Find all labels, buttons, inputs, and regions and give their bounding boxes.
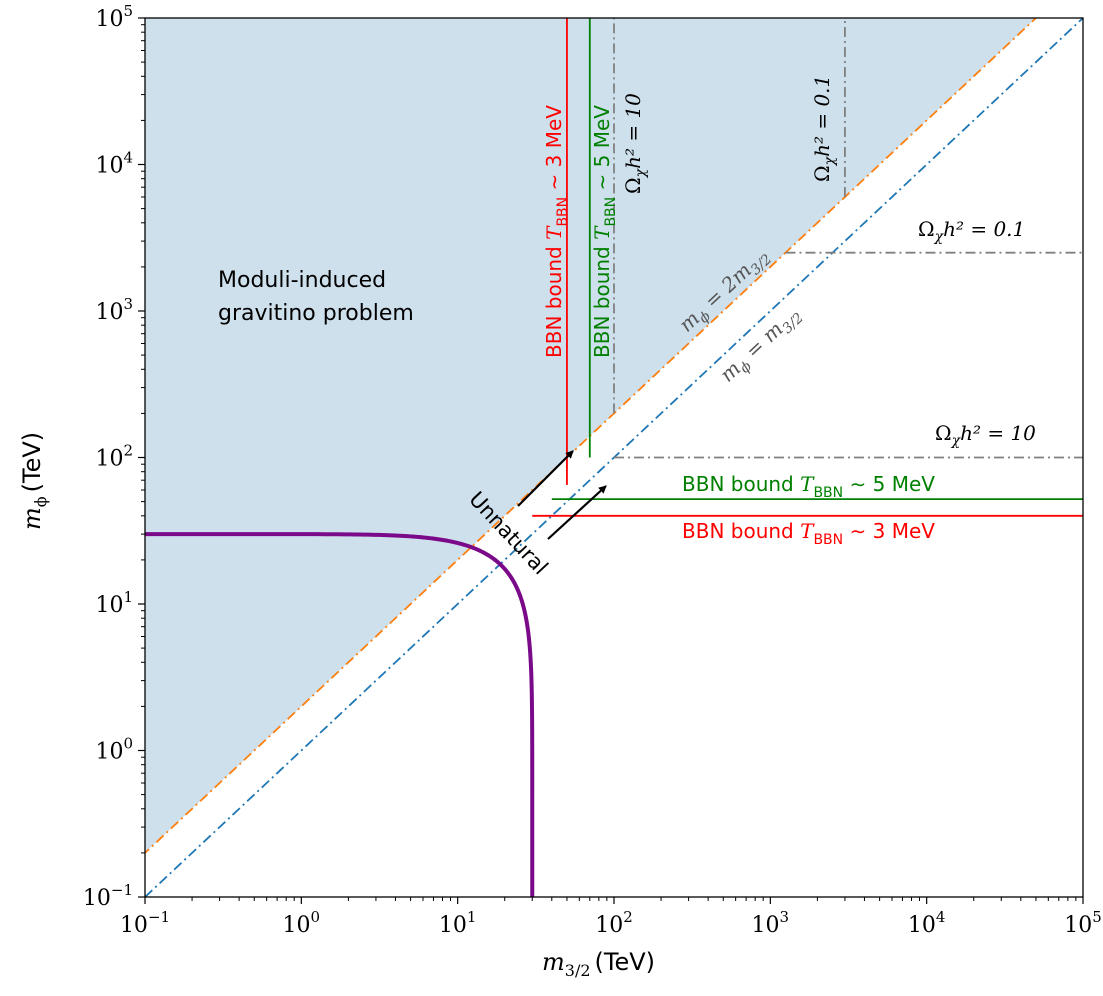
bbn-5-vertical-label: BBN bound TBBN ∼ 5 MeV xyxy=(590,105,619,358)
y-tick-label: 103 xyxy=(95,295,133,325)
x-tick-label: 102 xyxy=(595,908,633,938)
x-tick-label: 104 xyxy=(908,908,946,938)
plot-area xyxy=(145,18,1083,897)
bbn-3-vertical-label: BBN bound TBBN ∼ 3 MeV xyxy=(542,105,571,358)
y-tick-label: 102 xyxy=(95,442,133,472)
bbn-3-horizontal-label: BBN bound TBBN ∼ 3 MeV xyxy=(682,519,935,548)
mphi-m32-label: mϕ = m3/2 xyxy=(715,301,807,389)
y-tick-label: 101 xyxy=(95,588,133,618)
region-label-line1: Moduli-induced xyxy=(218,268,386,293)
x-tick-label: 10−1 xyxy=(120,908,170,938)
omega-10-horizontal-label: Ωχh² = 10 xyxy=(935,421,1036,449)
region-label-line2: gravitino problem xyxy=(218,301,414,326)
x-tick-label: 100 xyxy=(283,908,321,938)
y-tick-label: 100 xyxy=(95,735,133,765)
omega-01-horizontal-label: Ωχh² = 0.1 xyxy=(918,217,1025,245)
omega-10-vertical-label: Ωχh² = 10 xyxy=(621,93,649,194)
y-axis-label: mϕ(TeV) xyxy=(18,432,50,530)
x-tick-label: 105 xyxy=(1064,908,1102,938)
y-tick-label: 105 xyxy=(95,2,133,32)
x-axis-label: m3/2 (TeV) xyxy=(542,948,655,980)
ticks-layer: 10−1 100 101 102 103 104 105 10−1 100 101 102 103 10… xyxy=(83,2,1102,938)
x-tick-label: 101 xyxy=(439,908,477,938)
x-tick-label: 103 xyxy=(752,908,790,938)
unnatural-arrow-upper xyxy=(517,450,574,507)
bbn-5-horizontal-label: BBN bound TBBN ∼ 5 MeV xyxy=(682,472,935,501)
lines-layer xyxy=(145,18,1083,897)
unnatural-arrow-lower xyxy=(547,485,607,540)
omega-01-vertical-label: Ωχh² = 0.1 xyxy=(810,75,838,182)
purple-boundary-curve xyxy=(145,532,535,897)
y-tick-label: 104 xyxy=(95,149,133,179)
y-tick-label: 10−1 xyxy=(83,881,133,911)
